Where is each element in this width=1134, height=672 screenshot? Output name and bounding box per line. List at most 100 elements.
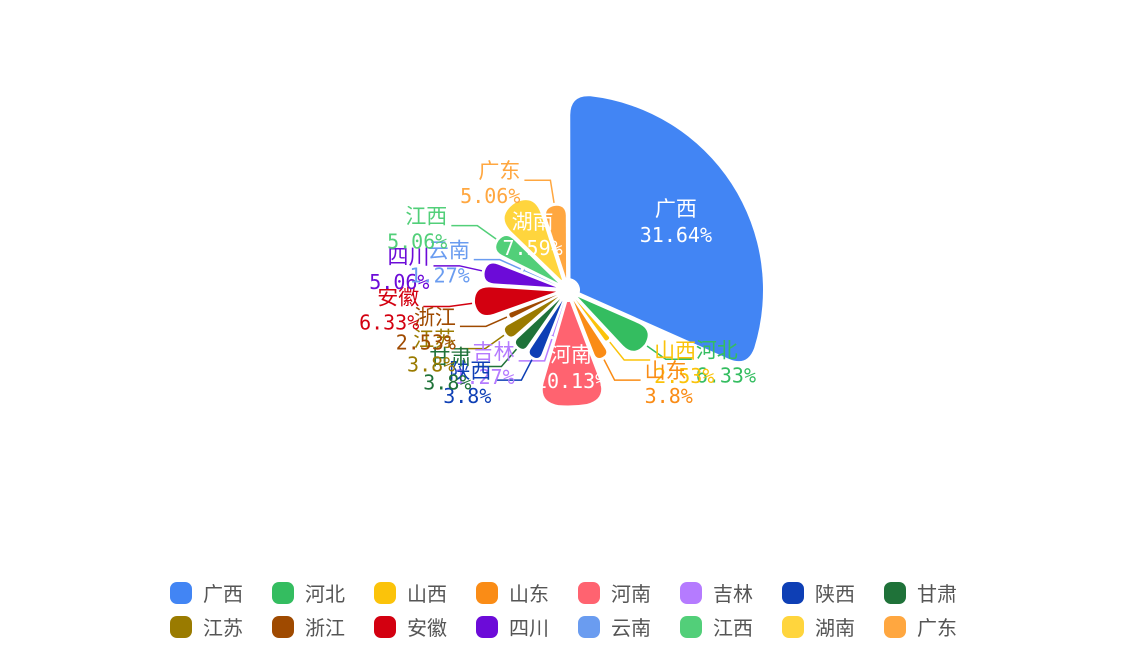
slice-name-label: 湖南 — [512, 210, 554, 234]
leader-line — [473, 258, 522, 270]
legend-swatch — [170, 582, 192, 604]
legend-label: 江苏 — [203, 616, 243, 640]
slices-group — [474, 96, 763, 406]
slice-安徽 — [474, 287, 557, 316]
slice-name-label: 河北 — [696, 338, 738, 362]
legend-label: 山东 — [509, 582, 549, 606]
slice-value-label: 5.06% — [460, 184, 520, 208]
legend-swatch — [680, 616, 702, 638]
legend-label: 广西 — [203, 582, 243, 606]
slice-value-label: 3.8% — [645, 384, 693, 408]
slice-河南 — [542, 301, 602, 406]
legend-label: 河南 — [611, 582, 651, 606]
legend-swatch — [680, 582, 702, 604]
slice-陕西 — [529, 300, 563, 358]
legend-swatch — [884, 616, 906, 638]
slice-甘肃 — [515, 299, 561, 349]
legend-item-河南[interactable]: 河南 — [578, 582, 651, 606]
legend-swatch — [782, 582, 804, 604]
slice-name-label: 四川 — [387, 245, 429, 269]
leader-line — [459, 316, 508, 328]
legend-swatch — [272, 616, 294, 638]
legend-label: 云南 — [611, 616, 651, 640]
slice-value-label: 31.64% — [640, 223, 712, 247]
legend-item-云南[interactable]: 云南 — [578, 616, 651, 640]
leader-line — [518, 338, 553, 362]
leader-line — [495, 359, 533, 381]
slice-value-label: 2.53% — [654, 364, 714, 388]
legend-swatch — [170, 616, 192, 638]
legend-item-四川[interactable]: 四川 — [476, 616, 549, 640]
slice-value-label: 7.59% — [502, 236, 562, 260]
slice-name-label: 广西 — [655, 197, 697, 221]
leader-line — [433, 265, 483, 272]
legend-item-湖南[interactable]: 湖南 — [782, 616, 855, 640]
legend-label: 吉林 — [713, 582, 753, 606]
slice-value-label: 5.06% — [369, 270, 429, 294]
legend-swatch — [374, 582, 396, 604]
leader-line — [475, 348, 518, 368]
legend-item-河北[interactable]: 河北 — [272, 582, 345, 606]
legend-label: 陕西 — [815, 582, 855, 606]
slice-value-label: 1.27% — [454, 365, 514, 389]
legend-item-吉林[interactable]: 吉林 — [680, 582, 753, 606]
slice-name-label: 云南 — [428, 239, 470, 263]
legend-item-江西[interactable]: 江西 — [680, 616, 753, 640]
legend-swatch — [884, 582, 906, 604]
legend-item-安徽[interactable]: 安徽 — [374, 616, 447, 640]
legend-label: 河北 — [305, 582, 345, 606]
legend-item-浙江[interactable]: 浙江 — [272, 616, 345, 640]
slice-广东 — [546, 205, 567, 279]
slice-浙江 — [509, 294, 558, 318]
legend-item-山东[interactable]: 山东 — [476, 582, 549, 606]
slice-name-label: 陕西 — [449, 359, 491, 383]
slice-四川 — [484, 263, 557, 288]
legend-item-广西[interactable]: 广西 — [170, 582, 243, 606]
slice-湖南 — [504, 200, 562, 281]
legend-swatch — [578, 582, 600, 604]
slice-value-label: 6.33% — [696, 363, 756, 387]
legend-label: 甘肃 — [917, 582, 957, 606]
slice-江苏 — [504, 296, 559, 337]
slice-name-label: 山西 — [654, 339, 696, 363]
leader-line — [524, 179, 555, 204]
slice-value-label: 3.8% — [423, 370, 471, 394]
legend-swatch — [476, 616, 498, 638]
legend-label: 湖南 — [815, 616, 855, 640]
legend-item-广东[interactable]: 广东 — [884, 616, 957, 640]
leader-line — [423, 302, 473, 308]
legend-swatch — [782, 616, 804, 638]
slice-value-label: 10.13% — [535, 369, 607, 393]
legend-item-陕西[interactable]: 陕西 — [782, 582, 855, 606]
slice-name-label: 吉林 — [473, 340, 515, 364]
leader-line — [646, 345, 692, 361]
slice-广西 — [570, 96, 763, 362]
legend-item-江苏[interactable]: 江苏 — [170, 616, 243, 640]
legend-label: 江西 — [713, 616, 753, 640]
slice-value-label: 5.06% — [387, 230, 447, 254]
leader-lines-group — [423, 179, 692, 381]
slice-name-label: 江西 — [405, 205, 447, 229]
legend-swatch — [578, 616, 600, 638]
slice-name-label: 广东 — [478, 159, 520, 183]
legend-label: 山西 — [407, 582, 447, 606]
slice-value-label: 2.53% — [396, 330, 456, 354]
slice-山东 — [573, 300, 607, 358]
legend-item-山西[interactable]: 山西 — [374, 582, 447, 606]
slice-value-label: 6.33% — [359, 311, 419, 335]
slice-name-label: 安徽 — [377, 286, 419, 310]
leader-line — [459, 334, 505, 350]
legend-swatch — [272, 582, 294, 604]
legend-item-甘肃[interactable]: 甘肃 — [884, 582, 957, 606]
slice-name-label: 河南 — [550, 343, 592, 367]
slice-江西 — [496, 235, 559, 284]
labels-group: 广西31.64%河北6.33%山西2.53%山东3.8%河南10.13%吉林1.… — [359, 159, 756, 408]
leader-line — [451, 224, 497, 240]
slice-value-label: 3.8% — [407, 353, 455, 377]
slice-value-label: 1.27% — [410, 264, 470, 288]
leader-line — [609, 341, 651, 361]
slice-name-label: 甘肃 — [429, 345, 471, 369]
